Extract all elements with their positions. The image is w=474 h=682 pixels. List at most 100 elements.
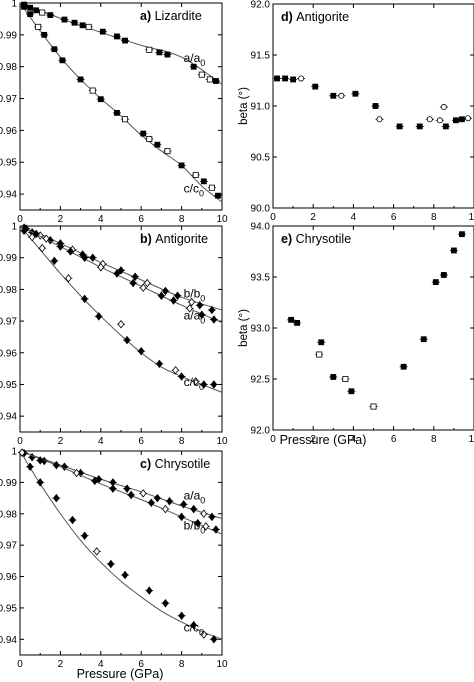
fit-curve: [19, 225, 223, 393]
data-point: [47, 12, 54, 19]
data-point: [117, 266, 125, 275]
y-tick-label: 92.5: [251, 375, 271, 386]
x-axis-label-left: Pressure (GPa): [77, 667, 164, 681]
data-point: [200, 630, 208, 639]
y-tick-label: 0.97: [0, 541, 17, 552]
data-point: [73, 468, 80, 478]
series-label-subscript: 0: [199, 188, 204, 198]
data-point: [114, 109, 120, 116]
data-point: [33, 7, 40, 14]
y-tick-label: 91.5: [251, 51, 271, 62]
series-label-text: c/c: [184, 375, 199, 389]
data-point: [294, 319, 301, 326]
data-point: [97, 96, 104, 103]
x-tick-label: 2: [310, 212, 316, 223]
data-point: [36, 456, 44, 465]
x-tick-label: 0: [17, 659, 23, 670]
series-label-subscript: 0: [200, 58, 205, 68]
panel-title: a) Lizardite: [140, 9, 202, 23]
panel-title: d) Antigorite: [281, 10, 349, 24]
data-point: [213, 78, 219, 84]
data-point: [166, 496, 173, 506]
data-point: [194, 518, 202, 528]
data-point: [192, 377, 200, 386]
panel-b: 0 2 4 6 8 10 1 0.99 0.98 0.97 0.96 0.95 0.94 b) Antig…: [0, 222, 228, 448]
data-point: [81, 531, 88, 540]
series-label: a/a0: [184, 308, 206, 325]
y-tick-label: 0.99: [0, 30, 17, 41]
y-axis-label: beta (°): [238, 309, 250, 347]
x-tick-label: 10: [468, 434, 474, 445]
data-point: [114, 33, 120, 40]
x-tick-label: 6: [391, 434, 397, 445]
y-tick-label: 1: [11, 0, 17, 10]
data-point: [180, 500, 187, 509]
y-tick-label: 1: [11, 222, 17, 233]
panel-name: Antigorite: [155, 232, 208, 246]
data-point: [147, 498, 155, 508]
data-point: [330, 374, 337, 380]
series-label-text: c/c: [184, 620, 199, 634]
data-point: [376, 116, 383, 123]
data-point: [71, 19, 78, 26]
data-point: [27, 11, 33, 18]
data-point: [436, 117, 443, 124]
data-point: [27, 4, 33, 11]
data-point: [420, 336, 427, 343]
x-tick-label: 10: [216, 659, 228, 670]
panel-title: e) Chrysotile: [281, 232, 351, 246]
x-tick-label: 6: [138, 214, 144, 225]
plot-frame: [272, 225, 474, 431]
panel-title: b) Antigorite: [140, 232, 208, 246]
data-point: [186, 304, 193, 313]
fit-curve: [19, 2, 223, 85]
data-point: [99, 28, 106, 35]
data-point: [459, 231, 465, 238]
data-point: [210, 635, 218, 644]
y-tick-label: 0.94: [0, 190, 17, 201]
plot-frame: [19, 225, 223, 433]
y-tick-label: 0.94: [0, 412, 17, 423]
y-tick-label: 90.5: [251, 153, 271, 164]
series-label: c/c0: [184, 620, 204, 637]
x-tick-label: 2: [58, 436, 64, 447]
data-point: [316, 351, 323, 358]
data-point: [178, 512, 185, 522]
data-point: [53, 493, 60, 503]
data-point: [172, 365, 179, 375]
data-point: [18, 448, 26, 457]
panel-letter: c): [140, 457, 155, 471]
data-point: [164, 51, 171, 58]
y-tick-label: 0.95: [0, 603, 17, 614]
data-point: [28, 232, 36, 242]
data-point: [432, 279, 439, 285]
data-point: [65, 274, 72, 283]
data-point: [146, 135, 153, 142]
series-label: a/a0: [184, 489, 206, 506]
panel-name: Chrysotile: [296, 232, 352, 246]
data-point: [198, 310, 206, 319]
data-point: [210, 315, 218, 324]
panel-d: 0 2 4 6 8 10 92.0 91.5 91.0 90.5 90.0 d) Antigorite…: [238, 0, 474, 223]
panel-letter: d): [281, 10, 296, 24]
y-tick-label: 0.99: [0, 478, 17, 489]
data-point: [215, 192, 221, 199]
series-label-text: a/a: [184, 51, 201, 65]
x-axis-label-right: Pressure (GPa): [280, 433, 367, 447]
data-point: [154, 493, 161, 503]
data-point: [206, 76, 213, 83]
x-tick-label: 8: [179, 659, 185, 670]
y-tick-label: 92.0: [251, 426, 271, 437]
data-point: [109, 484, 117, 493]
data-point: [69, 515, 76, 525]
y-tick-label: 0.95: [0, 380, 17, 391]
data-point: [85, 23, 92, 30]
series-label-subscript: 0: [200, 293, 205, 303]
data-point: [67, 247, 74, 256]
y-tick-label: 0.96: [0, 348, 17, 359]
data-point: [372, 103, 379, 109]
data-point: [53, 460, 60, 470]
fit-curve: [19, 2, 223, 203]
data-point: [208, 305, 216, 315]
